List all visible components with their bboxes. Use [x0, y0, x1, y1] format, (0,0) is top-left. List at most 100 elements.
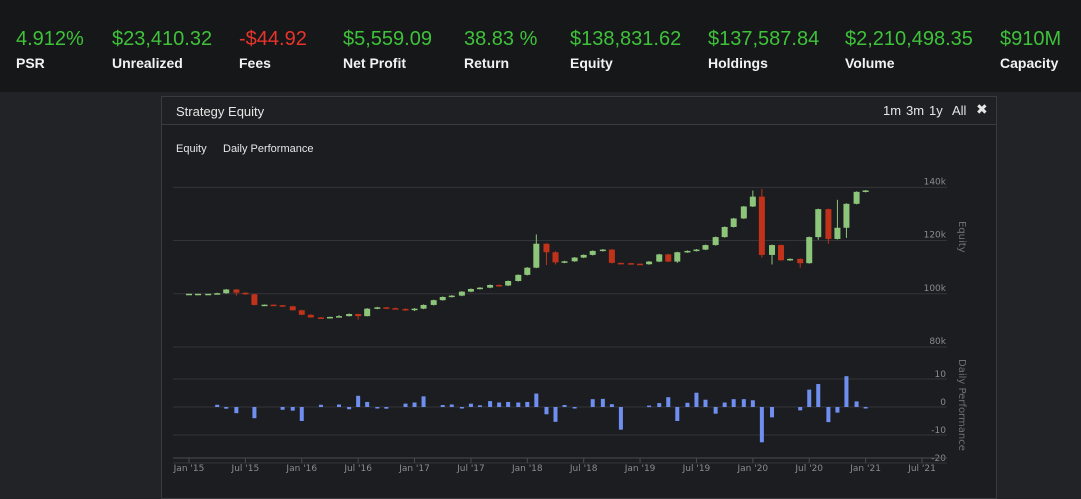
performance-bar [863, 407, 868, 409]
performance-bar [647, 405, 652, 408]
performance-y-tick-label: 0 [940, 398, 946, 408]
performance-bar [488, 401, 493, 407]
performance-bar [468, 403, 473, 407]
performance-bar [280, 407, 285, 410]
equity-y-tick-label: 140k [924, 177, 947, 187]
performance-bar [722, 402, 727, 407]
x-tick-label: Jul '20 [794, 464, 823, 474]
performance-bar [703, 399, 708, 407]
candle-up [862, 190, 869, 193]
performance-bar [449, 404, 454, 407]
range-1y-button[interactable]: 1y [929, 103, 943, 118]
candle-up [533, 243, 540, 268]
performance-bar [657, 403, 662, 407]
candle-down [543, 243, 550, 253]
performance-bar [798, 407, 803, 411]
tab-equity[interactable]: Equity [176, 143, 207, 155]
equity-axis-title: Equity [956, 221, 967, 253]
performance-bar [384, 407, 389, 409]
performance-bar [412, 402, 417, 407]
performance-bar [618, 407, 623, 430]
performance-bar [347, 407, 352, 410]
panel-header: Strategy Equity 1m 3m 1y All ✖ [162, 97, 996, 125]
stat-holdings: $137,587.84 Holdings [708, 27, 819, 71]
range-3m-button[interactable]: 3m [906, 103, 925, 118]
candle-up [261, 304, 268, 307]
equity-y-tick-label: 80k [929, 337, 946, 347]
stat-capacity: $910M Capacity [1000, 27, 1061, 71]
performance-bar [403, 403, 408, 407]
stat-value: 38.83 % [464, 28, 538, 50]
candle-up [214, 293, 221, 295]
performance-bar [459, 407, 464, 409]
x-tick-label: Jan '18 [511, 464, 543, 474]
candle-up [205, 293, 212, 296]
performance-bar [318, 404, 323, 407]
candle-down [233, 289, 240, 293]
performance-bar [854, 401, 859, 407]
performance-bar [516, 402, 521, 407]
performance-axis-title: Daily Performance [956, 359, 967, 451]
performance-bar [816, 384, 821, 407]
candle-up [186, 293, 192, 296]
candle-down [617, 262, 624, 265]
performance-bar [609, 404, 614, 407]
candle-up [730, 218, 737, 227]
performance-bar [675, 407, 680, 421]
stat-label: Net Profit [343, 55, 406, 71]
candle-up [721, 226, 728, 238]
candle-down [758, 196, 765, 255]
stat-value: $23,410.32 [112, 28, 213, 50]
performance-bar [685, 402, 690, 407]
candle-up [524, 267, 531, 275]
stat-label: Capacity [1000, 55, 1059, 71]
candle-up [571, 257, 578, 262]
candle-down [383, 307, 390, 309]
candle-down [402, 308, 409, 311]
candle-down [270, 304, 277, 307]
stat-fees: -$44.92 Fees [239, 27, 307, 71]
range-1m-button[interactable]: 1m [883, 103, 902, 118]
stat-net-profit: $5,559.09 Net Profit [343, 27, 432, 71]
stat-value: -$44.92 [239, 28, 307, 50]
performance-bar [590, 399, 595, 407]
candle-up [335, 316, 342, 318]
candle-up [346, 314, 353, 317]
x-tick-label: Jan '15 [173, 464, 205, 474]
performance-bar [600, 398, 605, 407]
performance-bar [215, 404, 220, 407]
candle-down [279, 305, 286, 307]
candle-up [702, 245, 709, 250]
candle-up [195, 293, 202, 296]
performance-bar [224, 407, 229, 409]
candle-down [298, 310, 305, 315]
candle-up [693, 249, 700, 252]
tab-daily-performance[interactable]: Daily Performance [223, 143, 314, 155]
stat-unrealized: $23,410.32 Unrealized [112, 27, 212, 71]
stat-volume: $2,210,498.35 Volume [845, 27, 973, 71]
candle-up [430, 300, 437, 305]
performance-bar [356, 395, 361, 407]
candle-up [740, 206, 747, 219]
stat-value: $5,559.09 [343, 28, 432, 50]
stat-psr: 4.912% PSR [16, 27, 84, 71]
range-all-button[interactable]: All [952, 103, 967, 118]
candle-up [580, 254, 587, 258]
candle-down [608, 249, 615, 263]
candle-up [684, 250, 691, 253]
performance-bar [694, 392, 699, 407]
stat-label: Volume [845, 55, 895, 71]
candle-up [487, 284, 494, 288]
stat-label: Return [464, 55, 510, 71]
performance-bar [336, 404, 341, 407]
performance-y-tick-label: -20 [931, 454, 946, 464]
close-icon[interactable]: ✖ [976, 101, 988, 117]
performance-bar [421, 396, 426, 407]
strategy-equity-panel: Strategy Equity 1m 3m 1y All ✖ Equity Da… [161, 96, 997, 499]
candle-up [515, 274, 522, 281]
candle-up [749, 196, 756, 207]
stat-value: $137,587.84 [708, 28, 820, 50]
candle-up [439, 296, 446, 301]
candle-up [223, 289, 230, 294]
performance-bar [375, 407, 380, 409]
